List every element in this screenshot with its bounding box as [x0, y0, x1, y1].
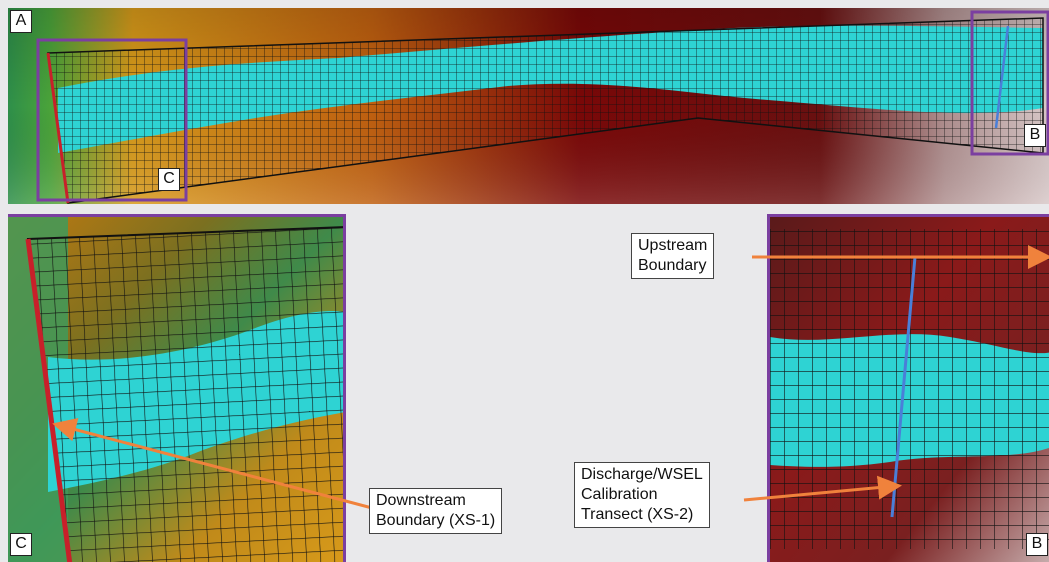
downstream-boundary-line — [46, 52, 70, 204]
overview-panel: A C B — [8, 8, 1049, 204]
transect-line — [994, 25, 1010, 129]
panel-b-label: B — [1026, 533, 1048, 556]
downstream-boundary-line-detail — [25, 238, 73, 562]
downstream-arrow — [52, 417, 373, 510]
inset-c-label: C — [158, 168, 180, 191]
discharge-arrow — [743, 475, 902, 502]
upstream-boundary-callout: Upstream Boundary — [631, 233, 715, 279]
detail-panel-c: C — [8, 214, 346, 562]
discharge-transect-callout: Discharge/WSEL Calibration Transect (XS-… — [574, 462, 710, 528]
inset-b-frame — [970, 10, 1049, 156]
inset-b-label: B — [1024, 124, 1046, 147]
overview-terrain-map — [8, 8, 1049, 204]
downstream-terrain-map — [8, 217, 343, 562]
downstream-boundary-callout: Downstream Boundary (XS-1) — [369, 488, 503, 534]
calibration-transect-line — [890, 256, 917, 518]
panel-c-label: C — [10, 533, 32, 556]
inset-c-frame — [36, 38, 188, 202]
upstream-terrain-map — [770, 217, 1049, 562]
panel-a-label: A — [10, 10, 32, 33]
detail-panel-b: B — [767, 214, 1049, 562]
